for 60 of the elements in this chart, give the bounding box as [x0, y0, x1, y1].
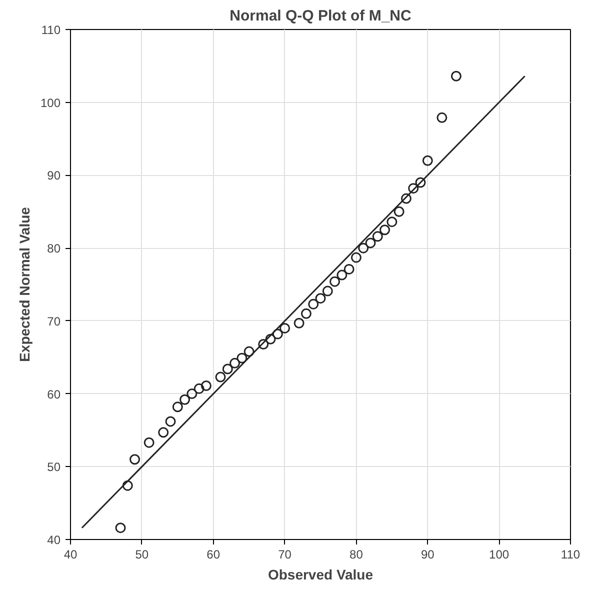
point	[115, 522, 126, 534]
point	[222, 364, 233, 374]
y-tick-label: 50	[47, 460, 61, 474]
point	[394, 206, 404, 217]
y-tick-label: 110	[41, 23, 61, 37]
chart-title: Normal Q-Q Plot of M_NC	[230, 8, 412, 24]
point	[315, 293, 326, 304]
point	[344, 264, 354, 274]
y-tick-label: 40	[47, 533, 61, 547]
point	[294, 318, 304, 328]
y-tick-label: 100	[40, 96, 61, 110]
point	[422, 155, 433, 166]
point	[372, 231, 383, 242]
point	[258, 339, 269, 350]
point	[244, 346, 254, 357]
x-tick-label: 100	[489, 548, 510, 562]
x-tick-label: 110	[560, 548, 580, 562]
x-tick-label: 80	[350, 548, 364, 562]
point	[130, 454, 140, 465]
point	[122, 480, 133, 491]
x-axis-title: Observed Value	[268, 566, 374, 582]
y-tick-label: 60	[47, 387, 61, 402]
y-tick-label: 90	[47, 168, 61, 183]
point	[230, 358, 240, 368]
point	[300, 308, 312, 319]
point	[380, 224, 390, 236]
point	[215, 372, 226, 382]
point	[408, 183, 419, 194]
point	[236, 352, 248, 364]
point	[194, 383, 204, 394]
point	[400, 193, 412, 204]
point	[144, 437, 154, 448]
point	[415, 177, 426, 188]
point	[308, 298, 319, 310]
point	[322, 286, 333, 296]
point	[265, 334, 276, 344]
point	[450, 70, 462, 82]
point	[186, 388, 198, 400]
point	[165, 416, 176, 427]
x-tick-label: 70	[278, 548, 292, 562]
x-tick-label: 60	[206, 548, 220, 562]
y-tick-label: 70	[47, 314, 61, 328]
point	[330, 276, 340, 287]
point	[272, 328, 283, 340]
y-axis-title: Expected Normal Value	[16, 206, 32, 362]
point	[358, 242, 369, 254]
x-tick-label: 50	[135, 548, 149, 562]
point	[158, 427, 169, 438]
x-tick-label: 40	[64, 548, 78, 562]
point	[280, 322, 290, 334]
point	[386, 216, 398, 228]
point	[350, 252, 362, 263]
x-tick-label: 90	[420, 548, 435, 562]
point	[436, 112, 448, 123]
point	[336, 270, 348, 280]
point	[180, 394, 190, 405]
point	[172, 402, 183, 412]
y-tick-label: 80	[47, 242, 61, 256]
point	[200, 380, 212, 392]
point	[365, 238, 376, 248]
